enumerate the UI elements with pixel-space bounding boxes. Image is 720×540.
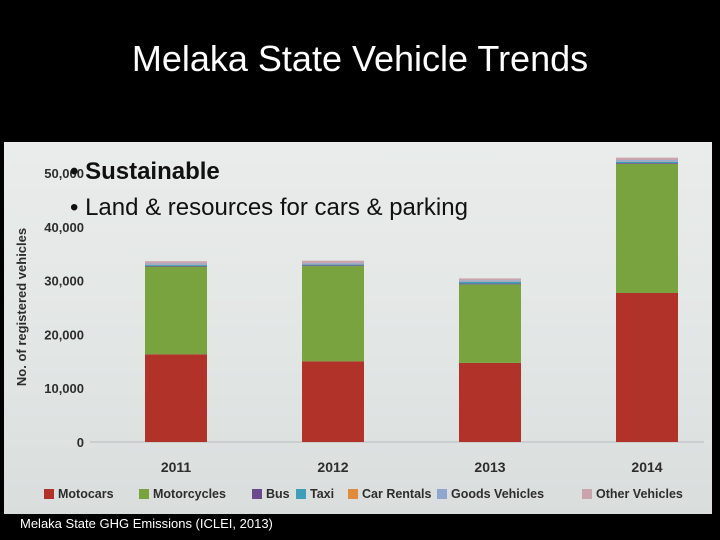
legend-label: Goods Vehicles bbox=[451, 487, 544, 501]
legend-swatch bbox=[296, 489, 306, 499]
legend-label: Other Vehicles bbox=[596, 487, 683, 501]
bar-segment bbox=[145, 261, 207, 264]
bullet-land-resources: • Land & resources for cars & parking bbox=[70, 194, 468, 221]
chart-photo: 0 10,000 20,000 30,000 40,000 50,000 No. of re… bbox=[4, 142, 712, 514]
legend-label: Car Rentals bbox=[362, 487, 432, 501]
bar-segment bbox=[302, 263, 364, 265]
bar-segment bbox=[302, 266, 364, 362]
bar-segment bbox=[145, 264, 207, 266]
x-tick-label: 2014 bbox=[631, 459, 662, 475]
bar-segment bbox=[145, 265, 207, 267]
bar-segment bbox=[302, 260, 364, 264]
y-tick-label: 40,000 bbox=[44, 220, 84, 235]
bar-segment bbox=[459, 280, 521, 282]
legend-swatch bbox=[582, 489, 592, 499]
y-tick-label: 30,000 bbox=[44, 274, 84, 289]
bar-segment bbox=[459, 281, 521, 284]
source-citation: Melaka State GHG Emissions (ICLEI, 2013) bbox=[18, 515, 275, 532]
legend-swatch bbox=[139, 489, 149, 499]
bar-segment bbox=[616, 157, 678, 161]
stacked-bar-chart: 0 10,000 20,000 30,000 40,000 50,000 No. of re… bbox=[14, 157, 704, 501]
bullet-sustainable: • Sustainable bbox=[70, 158, 220, 185]
y-tick-label: 20,000 bbox=[44, 327, 84, 342]
bar-segment bbox=[459, 284, 521, 363]
bar-segment bbox=[616, 160, 678, 162]
bar-segment bbox=[616, 292, 678, 442]
legend-swatch bbox=[44, 489, 54, 499]
legend-label: Bus bbox=[266, 487, 290, 501]
bar-segment bbox=[616, 163, 678, 164]
legend-swatch bbox=[252, 489, 262, 499]
y-axis-label: No. of registered vehicles bbox=[14, 228, 29, 386]
x-tick-label: 2013 bbox=[474, 459, 505, 475]
y-tick-label: 0 bbox=[77, 435, 84, 450]
legend-label: Motocars bbox=[58, 487, 114, 501]
bar-segment bbox=[459, 362, 521, 442]
bar-segment bbox=[302, 265, 364, 267]
bar-segment bbox=[459, 278, 521, 281]
bar-segment bbox=[145, 263, 207, 265]
y-tick-label: 50,000 bbox=[44, 166, 84, 181]
y-tick-label: 10,000 bbox=[44, 381, 84, 396]
bar-segment bbox=[145, 354, 207, 442]
bar-segment bbox=[145, 266, 207, 355]
bar-segment bbox=[302, 361, 364, 442]
bar-segment bbox=[302, 264, 364, 266]
legend-label: Motorcycles bbox=[153, 487, 226, 501]
legend-swatch bbox=[437, 489, 447, 499]
x-tick-label: 2011 bbox=[161, 459, 192, 475]
legend-label: Taxi bbox=[310, 487, 334, 501]
bar-segment bbox=[459, 283, 521, 285]
bar-segment bbox=[616, 163, 678, 293]
x-tick-label: 2012 bbox=[317, 459, 348, 475]
legend-swatch bbox=[348, 489, 358, 499]
bullet-list: • Sustainable • Land & resources for car… bbox=[70, 154, 468, 226]
bar-segment bbox=[616, 161, 678, 164]
slide-title: Melaka State Vehicle Trends bbox=[131, 38, 589, 79]
